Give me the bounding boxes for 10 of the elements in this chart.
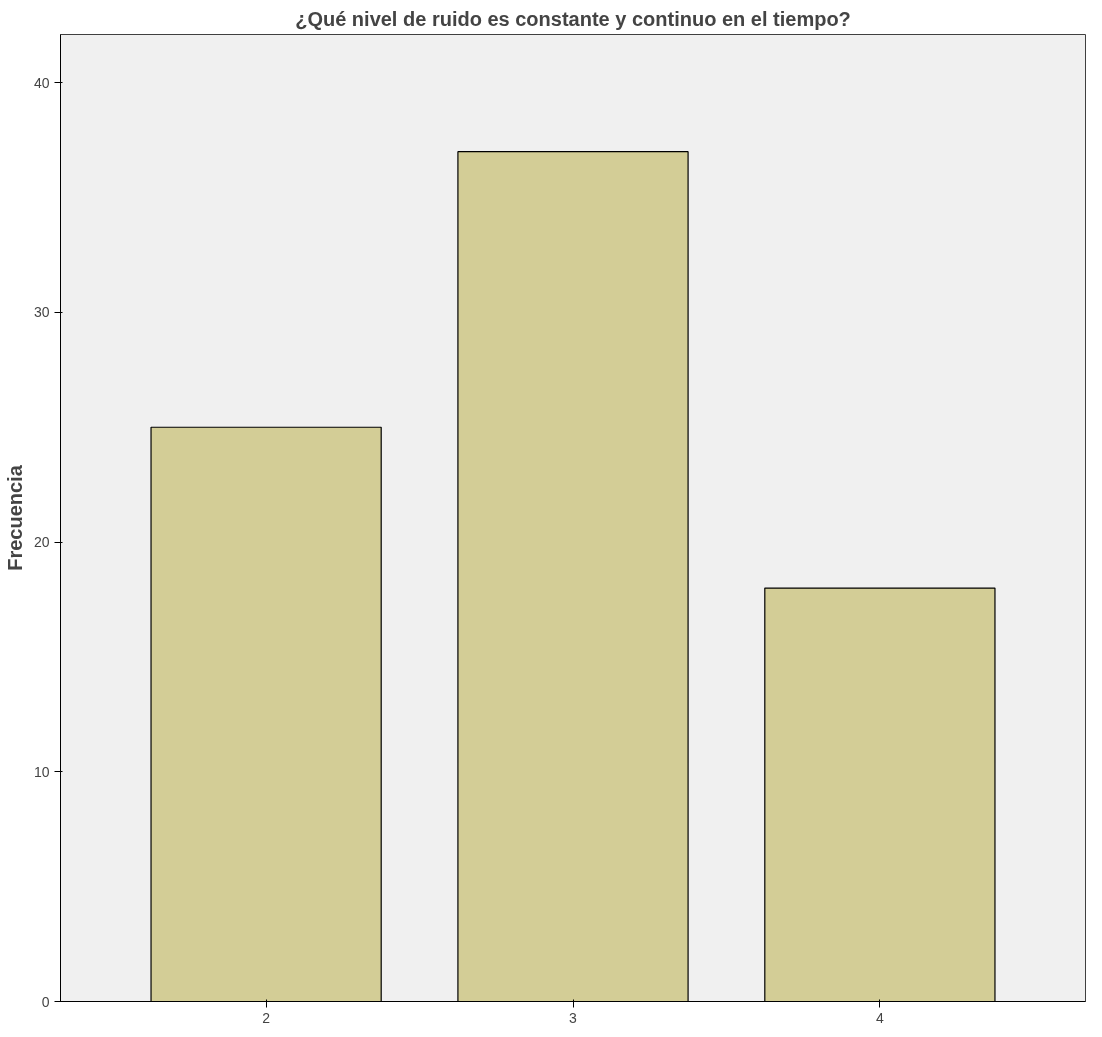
x-tick-label: 3 xyxy=(569,1009,578,1026)
y-tick-label: 20 xyxy=(33,534,50,551)
chart-title: ¿Qué nivel de ruido es constante y continuo en el tiempo? xyxy=(295,7,851,30)
x-tick-label: 4 xyxy=(875,1009,884,1026)
y-tick-label: 10 xyxy=(33,763,50,780)
x-tick-label: 2 xyxy=(262,1009,271,1026)
y-tick-label: 0 xyxy=(41,993,50,1010)
y-tick-label: 40 xyxy=(33,74,50,91)
y-axis-title: Frecuencia xyxy=(3,464,26,571)
y-tick-label: 30 xyxy=(33,304,50,321)
